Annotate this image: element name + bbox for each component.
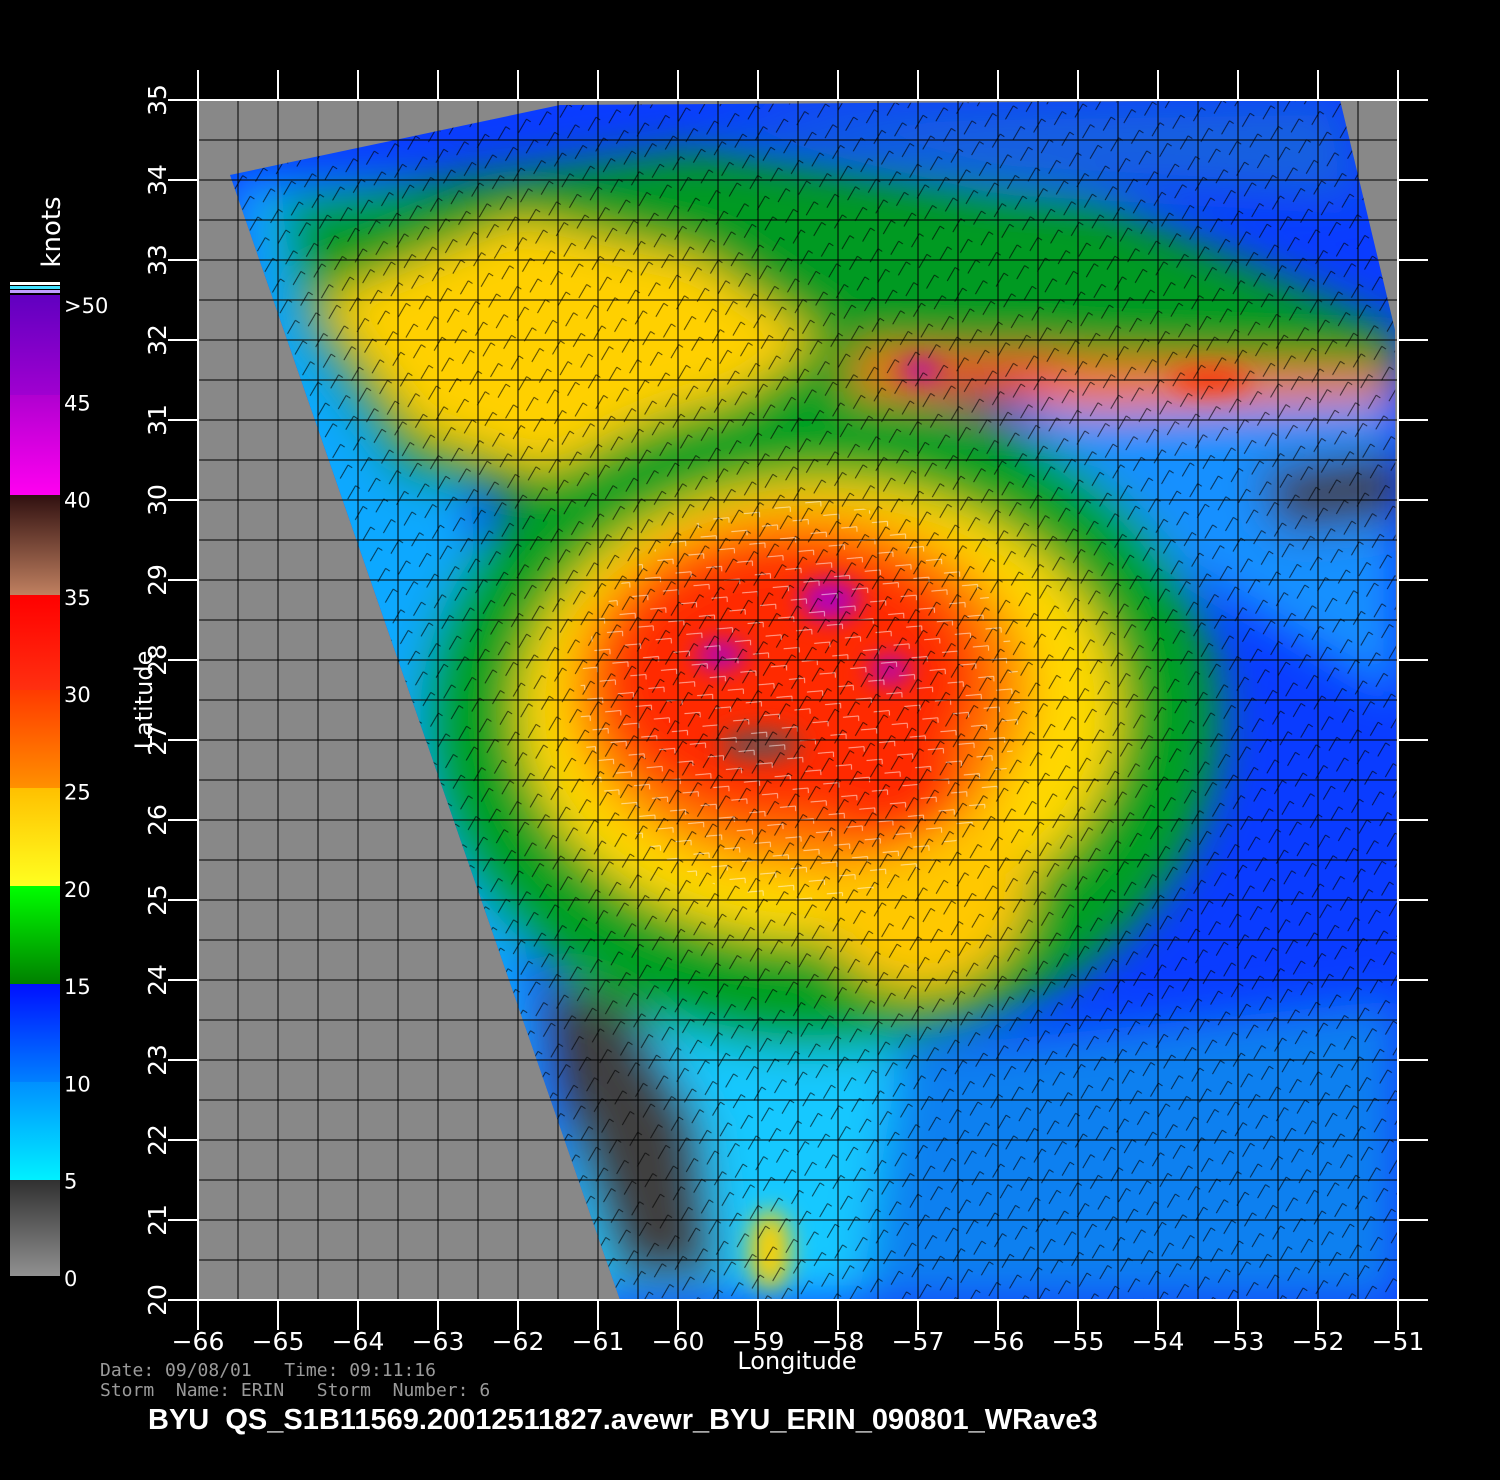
y-tick-label: 20 bbox=[143, 1284, 172, 1316]
x-tick-label: −65 bbox=[252, 1327, 305, 1356]
x-tick-label: −56 bbox=[972, 1327, 1025, 1356]
y-tick-label: 34 bbox=[143, 164, 172, 196]
x-tick-label: −62 bbox=[492, 1327, 545, 1356]
x-tick-label: −63 bbox=[412, 1327, 465, 1356]
colorbar-label: 35 bbox=[64, 586, 91, 610]
x-axis-label: Longitude bbox=[737, 1347, 856, 1375]
date-value: 09/08/01 bbox=[165, 1360, 252, 1381]
storm-number-label: Storm Number: bbox=[316, 1380, 469, 1401]
colorbar-label: 15 bbox=[64, 975, 91, 999]
time-label: Time: bbox=[284, 1360, 339, 1381]
y-tick-label: 22 bbox=[143, 1124, 172, 1156]
x-tick-label: −61 bbox=[572, 1327, 625, 1356]
colorbar-label: 0 bbox=[64, 1267, 77, 1291]
y-tick-label: 35 bbox=[143, 84, 172, 116]
colorbar-label: >50 bbox=[64, 294, 108, 318]
colorbar-label: 5 bbox=[64, 1170, 77, 1194]
colorbar-title: knots bbox=[37, 196, 67, 267]
colorbar-label: 40 bbox=[64, 489, 91, 513]
y-tick-label: 31 bbox=[143, 404, 172, 436]
y-tick-label: 28 bbox=[143, 644, 172, 676]
colorbar-label: 20 bbox=[64, 878, 91, 902]
colorbar-label: 10 bbox=[64, 1072, 91, 1096]
time-value: 09:11:16 bbox=[349, 1360, 436, 1381]
x-tick-label: −57 bbox=[892, 1327, 945, 1356]
x-tick-label: −54 bbox=[1132, 1327, 1185, 1356]
y-tick-label: 21 bbox=[143, 1204, 172, 1236]
y-tick-label: 33 bbox=[143, 244, 172, 276]
storm-name-label: Storm Name: bbox=[100, 1380, 231, 1401]
x-tick-label: −60 bbox=[652, 1327, 705, 1356]
file-name: BYU QS_S1B11569.20012511827.avewr_BYU_ER… bbox=[148, 1404, 1098, 1436]
y-tick-label: 24 bbox=[143, 964, 172, 996]
x-tick-label: −64 bbox=[332, 1327, 385, 1356]
plot-frame bbox=[197, 99, 1399, 1301]
x-tick-label: −51 bbox=[1372, 1327, 1425, 1356]
info-line-1: Date: 09/08/01 Time: 09:11:16 bbox=[100, 1361, 436, 1381]
y-tick-label: 23 bbox=[143, 1044, 172, 1076]
x-axis: −66 −65 −64 −63 −62 −61 −60 −59 −58 −57 −56 −55 −54−… bbox=[172, 70, 1425, 1356]
date-label: Date: bbox=[100, 1360, 155, 1381]
x-tick-label: −59 bbox=[732, 1327, 785, 1356]
y-tick-label: 30 bbox=[143, 484, 172, 516]
x-tick-label: −52 bbox=[1292, 1327, 1345, 1356]
y-tick-label: 26 bbox=[143, 804, 172, 836]
y-axis-label: Latitude bbox=[130, 651, 158, 750]
grid-lines bbox=[197, 99, 1399, 1301]
y-tick-label: 32 bbox=[143, 324, 172, 356]
colorbar-label: 45 bbox=[64, 391, 91, 415]
colorbar-label: 30 bbox=[64, 683, 91, 707]
storm-name-value: ERIN bbox=[240, 1380, 285, 1401]
info-line-2: Storm Name: ERIN Storm Number: 6 bbox=[100, 1381, 490, 1401]
y-tick-label: 27 bbox=[143, 724, 172, 756]
x-tick-label: −55 bbox=[1052, 1327, 1105, 1356]
y-axis: 20 21 22 23 24 25 26 27 28 29 30 31 32 33 34 35 bbox=[143, 84, 1428, 1316]
x-tick-label: −53 bbox=[1212, 1327, 1265, 1356]
colorbar-label: 25 bbox=[64, 781, 91, 805]
x-tick-label: −66 bbox=[172, 1327, 225, 1356]
storm-number-value: 6 bbox=[479, 1380, 491, 1401]
y-tick-label: 25 bbox=[143, 884, 172, 916]
x-tick-label: −58 bbox=[812, 1327, 865, 1356]
y-tick-label: 29 bbox=[143, 564, 172, 596]
colorbar: knots >50 45 40 35 30 25 20 15 10 5 0 bbox=[10, 196, 108, 1291]
